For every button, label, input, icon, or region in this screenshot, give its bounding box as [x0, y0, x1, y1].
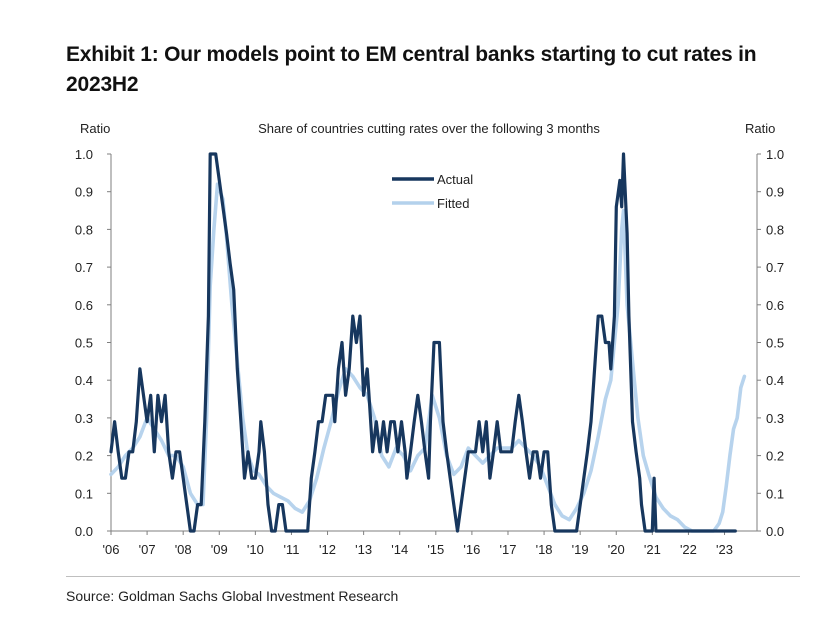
y-tick-label-right: 0.9 [766, 185, 784, 200]
x-tick-label: '06 [103, 542, 120, 557]
chart-series [109, 152, 747, 533]
y-tick-label-left: 0.1 [75, 486, 93, 501]
x-tick-label: '21 [644, 542, 661, 557]
y-tick-label-left: 0.8 [75, 222, 93, 237]
y-tick-label-right: 0.0 [766, 524, 784, 539]
y-tick-label-left: 0.9 [75, 185, 93, 200]
y-tick-label-right: 0.1 [766, 486, 784, 501]
x-tick-label: '18 [536, 542, 553, 557]
chart-title: Exhibit 1: Our models point to EM centra… [66, 43, 757, 96]
y-tick-label-right: 1.0 [766, 147, 784, 162]
x-tick-label: '23 [716, 542, 733, 557]
x-tick-label: '16 [463, 542, 480, 557]
x-tick-label: '10 [247, 542, 264, 557]
y-tick-label-left: 0.7 [75, 260, 93, 275]
x-tick-label: '22 [680, 542, 697, 557]
x-tick-label: '11 [283, 542, 299, 557]
series-line-fitted [109, 182, 747, 533]
x-tick-label: '19 [572, 542, 589, 557]
y-tick-label-right: 0.2 [766, 449, 784, 464]
chart-axes: 0.0 0.0 0.1 0.1 0.2 0.2 0.3 0.3 0.4 0.4 0.5 0.5 0.6 0… [75, 147, 784, 557]
series-line-actual [109, 152, 737, 533]
source-note: Source: Goldman Sachs Global Investment … [66, 588, 399, 604]
x-tick-label: '15 [427, 542, 444, 557]
y-tick-label-right: 0.3 [766, 411, 784, 426]
x-tick-label: '17 [500, 542, 517, 557]
y-tick-label-right: 0.7 [766, 260, 784, 275]
y-tick-label-left: 0.3 [75, 411, 93, 426]
y-tick-label-right: 0.8 [766, 222, 784, 237]
x-tick-label: '09 [211, 542, 228, 557]
legend-label-actual: Actual [437, 172, 473, 187]
y-tick-label-left: 0.6 [75, 298, 93, 313]
x-tick-label: '14 [391, 542, 408, 557]
chart-subtitle: Share of countries cutting rates over th… [258, 121, 600, 136]
y-tick-label-right: 0.5 [766, 336, 784, 351]
y-axis-label-left: Ratio [80, 121, 110, 136]
y-tick-label-left: 0.4 [75, 373, 93, 388]
y-tick-label-left: 0.5 [75, 336, 93, 351]
legend-label-fitted: Fitted [437, 196, 470, 211]
y-axis-label-right: Ratio [745, 121, 775, 136]
x-tick-label: '13 [355, 542, 372, 557]
x-tick-label: '20 [608, 542, 625, 557]
x-tick-label: '08 [175, 542, 192, 557]
y-tick-label-right: 0.6 [766, 298, 784, 313]
chart-legend: Actual Fitted [392, 172, 473, 211]
x-tick-label: '12 [319, 542, 336, 557]
y-tick-label-right: 0.4 [766, 373, 784, 388]
x-tick-label: '07 [139, 542, 156, 557]
source-divider [66, 576, 800, 577]
y-tick-label-left: 0.0 [75, 524, 93, 539]
y-tick-label-left: 0.2 [75, 449, 93, 464]
y-tick-label-left: 1.0 [75, 147, 93, 162]
